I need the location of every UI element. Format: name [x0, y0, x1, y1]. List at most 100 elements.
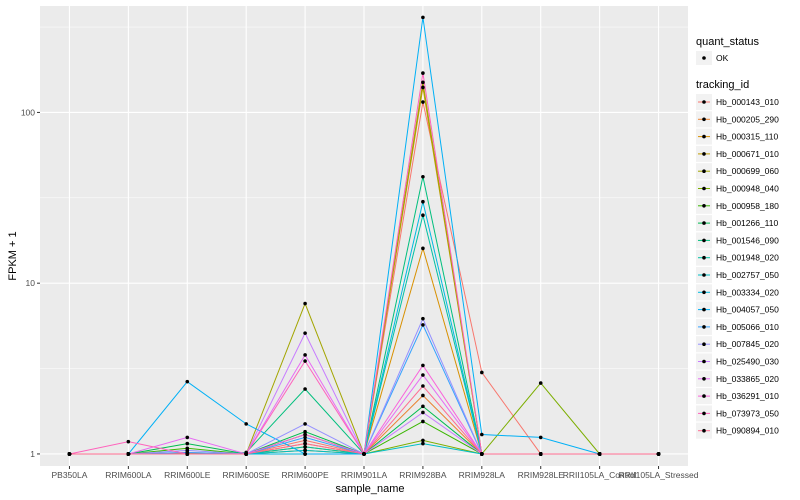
data-point	[421, 323, 425, 327]
data-point	[421, 441, 425, 446]
data-point	[421, 438, 425, 443]
legend-key-point	[702, 204, 706, 208]
data-point	[303, 441, 307, 446]
legend-label: Hb_002757_050	[716, 270, 779, 280]
legend-quant-point	[702, 56, 706, 60]
legend-label: Hb_005066_010	[716, 322, 779, 332]
data-point	[303, 429, 307, 434]
legend-key-point	[702, 307, 706, 312]
legend-label: Hb_000205_290	[716, 114, 779, 124]
data-point	[421, 373, 425, 377]
data-point	[67, 452, 72, 456]
legend-key-point	[702, 342, 706, 347]
x-tick-label: RRIM928LE	[518, 470, 565, 480]
x-tick-label: RRIM928BA	[399, 470, 447, 480]
data-point	[538, 381, 543, 385]
data-point	[421, 80, 425, 85]
data-point	[421, 85, 425, 90]
x-tick-label: RRIM928LA	[459, 470, 506, 480]
data-point	[362, 452, 366, 456]
data-point	[421, 213, 425, 218]
legend-label: Hb_001546_090	[716, 235, 779, 245]
data-point	[126, 452, 131, 456]
legend-key-point	[702, 377, 706, 381]
legend-key-point	[702, 394, 706, 398]
x-tick-label: RRIM600SE	[223, 470, 271, 480]
data-point	[303, 387, 307, 391]
data-point	[421, 199, 425, 204]
legend-label: Hb_004057_050	[716, 305, 779, 315]
legend-key-point	[702, 169, 706, 173]
data-point	[303, 301, 307, 306]
data-point	[538, 435, 543, 440]
plot-panel	[40, 6, 688, 466]
y-tick-label: 1	[30, 449, 35, 459]
y-tick-label: 100	[21, 107, 35, 117]
legend-label: Hb_003334_020	[716, 287, 779, 297]
data-point	[185, 452, 190, 456]
x-axis-title: sample_name	[335, 483, 404, 495]
data-point	[185, 435, 190, 440]
data-point	[421, 393, 425, 398]
data-point	[303, 353, 307, 357]
data-point	[480, 370, 484, 375]
legend-key-point	[702, 255, 706, 260]
data-point	[303, 438, 307, 443]
data-point	[185, 448, 190, 453]
legend-label: Hb_000143_010	[716, 97, 779, 107]
data-point	[244, 422, 248, 426]
legend-label: Hb_000958_180	[716, 201, 779, 211]
legend-key-point	[702, 428, 706, 433]
legend-label: Hb_000671_010	[716, 149, 779, 159]
y-tick-label: 10	[26, 278, 36, 288]
legend-label: Hb_036291_010	[716, 391, 779, 401]
x-tick-label: RRIM600LA	[105, 470, 152, 480]
data-point	[421, 404, 425, 409]
legend-key-point	[702, 134, 706, 139]
data-point	[597, 452, 602, 456]
legend-key-point	[702, 152, 706, 156]
data-point	[303, 435, 307, 440]
data-point	[421, 316, 425, 321]
data-point	[421, 71, 425, 75]
data-point	[303, 331, 307, 335]
legend-quant-title: quant_status	[696, 36, 759, 48]
legend-label: Hb_033865_020	[716, 374, 779, 384]
data-point	[126, 439, 131, 444]
data-point	[421, 15, 425, 20]
legend-label: Hb_000699_060	[716, 166, 779, 176]
legend-label: Hb_000315_110	[716, 132, 779, 142]
legend-label: Hb_000948_040	[716, 184, 779, 194]
data-point	[244, 452, 248, 456]
data-point	[421, 419, 425, 424]
x-tick-label: RRIM901LA	[341, 470, 388, 480]
data-point	[421, 100, 425, 104]
data-point	[421, 246, 425, 251]
legend-label: Hb_025490_030	[716, 357, 779, 367]
legend-label: Hb_007845_020	[716, 339, 779, 349]
y-axis-title: FPKM + 1	[7, 231, 19, 280]
legend-label: Hb_001948_020	[716, 253, 779, 263]
legend-key-point	[702, 221, 706, 225]
y-axis: 1 10 100	[21, 107, 40, 459]
data-point	[303, 432, 307, 437]
x-tick-label: PB350LA	[51, 470, 87, 480]
legend-key-point	[702, 117, 706, 122]
data-point	[303, 445, 307, 449]
legend-key-point	[702, 325, 706, 329]
x-axis: PB350LA RRIM600LA RRIM600LE RRIM600SE RRIM60…	[51, 466, 699, 480]
data-point	[185, 441, 190, 446]
legend-key-point	[702, 411, 706, 416]
data-point	[185, 379, 190, 384]
data-point	[480, 432, 484, 437]
data-point	[421, 174, 425, 179]
legend-key-point	[702, 238, 706, 243]
data-point	[538, 452, 543, 456]
data-point	[480, 452, 484, 456]
legend-label: Hb_001266_110	[716, 218, 779, 228]
x-tick-label: RRIM600LE	[164, 470, 211, 480]
data-point	[303, 422, 307, 426]
data-point	[421, 384, 425, 388]
x-tick-label: RRII105LA_Stressed	[619, 470, 699, 480]
